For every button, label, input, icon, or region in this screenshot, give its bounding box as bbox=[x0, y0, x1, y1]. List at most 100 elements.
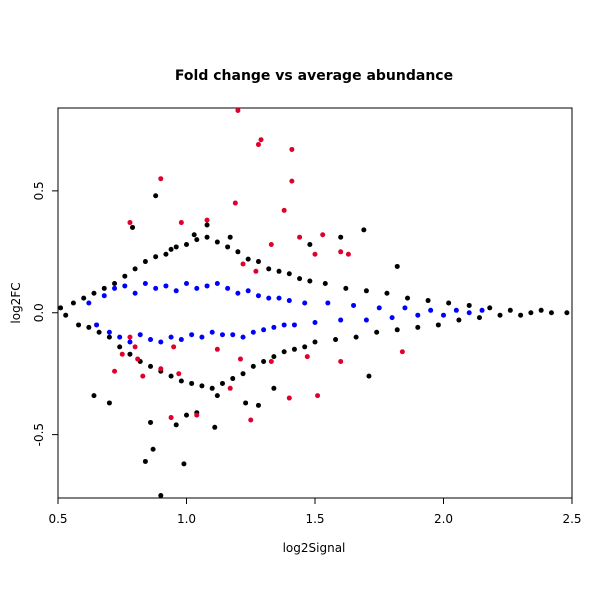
scatter-point-black-20 bbox=[163, 251, 169, 257]
scatter-point-blue-20 bbox=[194, 285, 200, 291]
scatter-point-black-69 bbox=[518, 312, 524, 318]
scatter-point-red-28 bbox=[119, 351, 125, 357]
scatter-point-red-11 bbox=[268, 242, 274, 247]
scatter-point-blue-44 bbox=[351, 302, 357, 308]
scatter-point-black-4 bbox=[81, 295, 87, 301]
scatter-point-red-16 bbox=[253, 268, 259, 274]
scatter-point-blue-36 bbox=[276, 295, 282, 301]
x-tick-label-0: 0.5 bbox=[48, 512, 67, 526]
scatter-point-red-9 bbox=[178, 220, 184, 226]
scatter-point-black-76 bbox=[158, 493, 164, 499]
x-axis-label: log2Signal bbox=[283, 541, 346, 555]
scatter-point-red-38 bbox=[312, 251, 318, 257]
scatter-point-black-70 bbox=[528, 310, 534, 316]
scatter-point-blue-13 bbox=[158, 339, 164, 345]
scatter-point-blue-15 bbox=[168, 334, 174, 340]
scatter-point-black-2 bbox=[70, 300, 76, 306]
scatter-point-blue-17 bbox=[178, 337, 184, 343]
scatter-point-red-31 bbox=[315, 393, 321, 399]
scatter-point-red-12 bbox=[297, 234, 303, 240]
scatter-point-blue-34 bbox=[266, 295, 272, 301]
y-axis: -0.5 0.0 0.5 bbox=[32, 181, 59, 446]
scatter-point-blue-1 bbox=[94, 322, 100, 328]
scatter-point-blue-7 bbox=[127, 339, 133, 345]
scatter-point-black-1 bbox=[63, 312, 69, 318]
scatter-point-black-60 bbox=[425, 298, 431, 304]
scatter-point-red-29 bbox=[171, 344, 177, 350]
scatter-point-blue-0 bbox=[86, 300, 92, 306]
scatter-point-black-93 bbox=[173, 422, 179, 428]
scatter-point-black-83 bbox=[227, 234, 233, 240]
x-tick-label-4: 2.5 bbox=[562, 512, 581, 526]
scatter-point-red-10 bbox=[204, 217, 210, 223]
scatter-point-black-66 bbox=[487, 305, 493, 311]
scatter-point-black-74 bbox=[150, 446, 156, 452]
scatter-point-black-38 bbox=[255, 259, 261, 265]
scatter-point-blue-10 bbox=[142, 281, 148, 286]
scatter-point-red-32 bbox=[168, 415, 174, 421]
scatter-point-blue-42 bbox=[325, 300, 331, 306]
scatter-point-red-7 bbox=[281, 207, 287, 213]
scatter-point-black-59 bbox=[415, 324, 421, 330]
scatter-point-blue-26 bbox=[225, 285, 231, 291]
scatter-point-black-84 bbox=[130, 224, 136, 230]
scatter-point-black-47 bbox=[302, 344, 308, 350]
scatter-point-red-27 bbox=[135, 356, 141, 362]
scatter-point-blue-25 bbox=[219, 332, 225, 338]
scatter-point-red-13 bbox=[320, 232, 326, 238]
scatter-point-red-20 bbox=[304, 354, 310, 360]
scatter-point-blue-16 bbox=[173, 288, 179, 294]
scatter-point-blue-54 bbox=[479, 307, 485, 313]
scatter-point-blue-9 bbox=[137, 332, 143, 338]
scatter-point-black-14 bbox=[132, 266, 138, 272]
scatter-point-black-35 bbox=[240, 371, 246, 377]
scatter-point-black-43 bbox=[281, 349, 287, 355]
scatter-point-red-3 bbox=[289, 146, 295, 152]
scatter-point-red-0 bbox=[235, 107, 241, 113]
scatter-point-black-7 bbox=[96, 329, 102, 335]
scatter-point-black-23 bbox=[178, 378, 184, 384]
scatter-point-black-6 bbox=[91, 290, 97, 296]
scatter-point-blue-30 bbox=[245, 288, 251, 294]
scatter-point-blue-37 bbox=[281, 322, 287, 328]
scatter-point-blue-52 bbox=[453, 307, 459, 313]
scatter-point-black-71 bbox=[538, 307, 544, 313]
scatter-point-blue-22 bbox=[204, 283, 210, 289]
scatter-point-red-26 bbox=[176, 371, 182, 377]
scatter-point-red-19 bbox=[268, 359, 274, 364]
scatter-point-black-31 bbox=[219, 380, 225, 386]
scatter-point-black-25 bbox=[189, 380, 195, 386]
scatter-point-blue-51 bbox=[441, 312, 446, 318]
scatter-point-black-99 bbox=[106, 400, 112, 406]
scatter-point-black-56 bbox=[384, 290, 390, 296]
scatter-point-blue-53 bbox=[466, 310, 472, 316]
scatter-point-red-25 bbox=[158, 366, 164, 372]
scatter-point-blue-45 bbox=[363, 317, 369, 323]
scatter-point-black-79 bbox=[212, 424, 218, 430]
scatter-point-black-0 bbox=[58, 305, 64, 311]
scatter-point-black-51 bbox=[333, 337, 339, 343]
x-tick-label-3: 2.0 bbox=[434, 512, 453, 526]
scatter-point-blue-19 bbox=[189, 332, 195, 338]
points-layer bbox=[58, 107, 570, 499]
scatter-point-red-6 bbox=[232, 200, 238, 206]
scatter-point-black-13 bbox=[127, 351, 133, 357]
scatter-point-blue-50 bbox=[428, 307, 434, 313]
scatter-point-blue-12 bbox=[153, 285, 159, 291]
scatter-point-blue-23 bbox=[209, 329, 215, 335]
scatter-point-black-87 bbox=[338, 234, 344, 240]
scatter-point-black-16 bbox=[142, 259, 148, 265]
scatter-point-black-85 bbox=[153, 193, 159, 199]
scatter-point-blue-24 bbox=[214, 281, 220, 286]
scatter-point-black-97 bbox=[366, 373, 372, 379]
scatter-point-blue-31 bbox=[250, 329, 256, 335]
scatter-point-black-96 bbox=[271, 385, 277, 391]
scatter-point-black-94 bbox=[184, 412, 189, 418]
scatter-point-blue-5 bbox=[117, 334, 123, 340]
scatter-point-black-91 bbox=[243, 400, 249, 406]
scatter-point-red-33 bbox=[194, 412, 200, 418]
scatter-point-blue-32 bbox=[255, 293, 261, 299]
scatter-point-black-27 bbox=[199, 383, 205, 389]
scatter-point-blue-27 bbox=[230, 332, 236, 338]
scatter-point-red-35 bbox=[286, 395, 292, 401]
